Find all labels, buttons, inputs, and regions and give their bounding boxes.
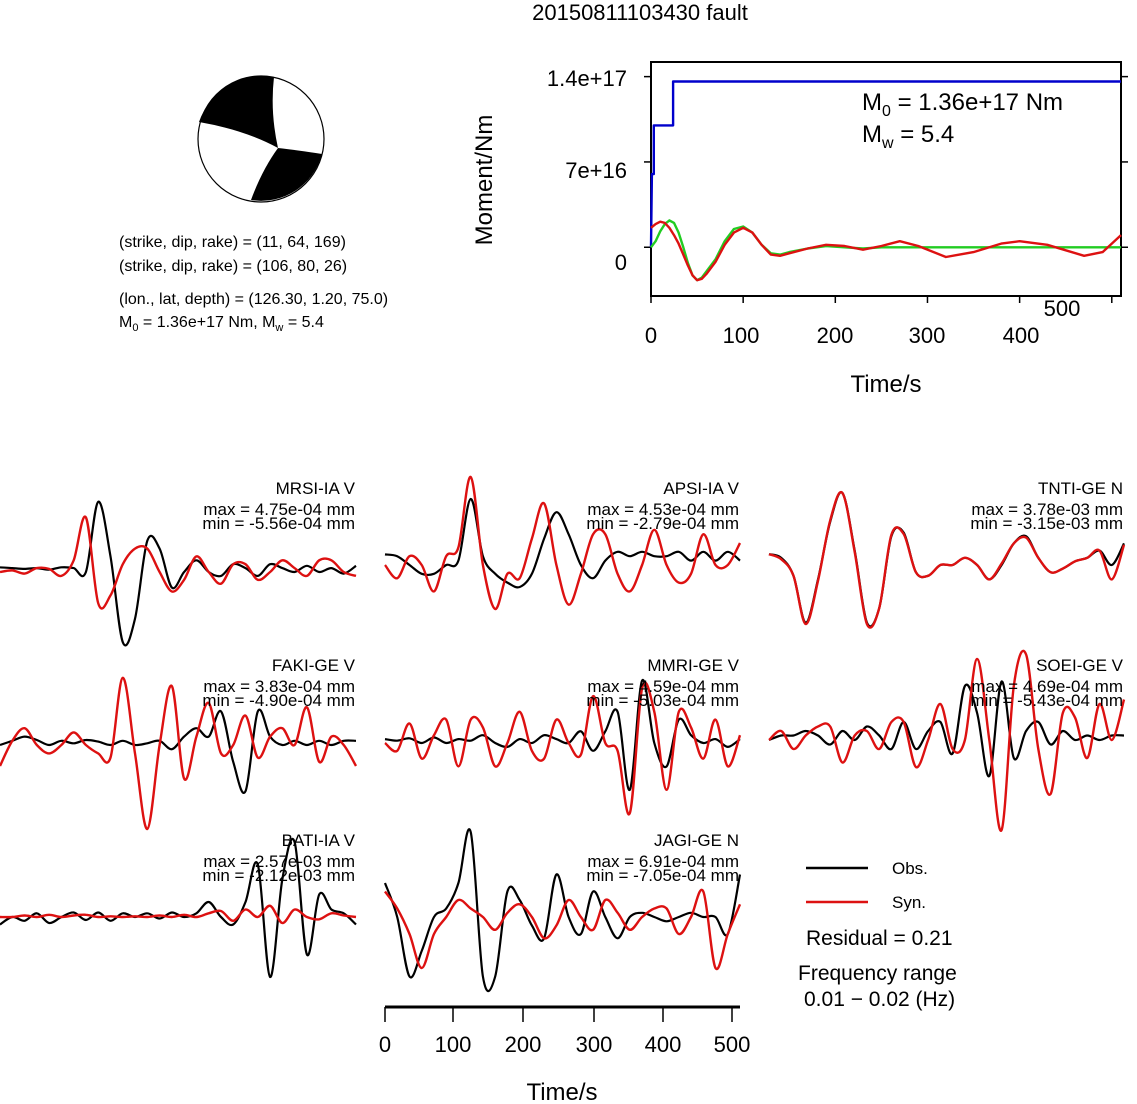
station-max: max = 2.57e-03 mm [203,852,355,871]
legend: Obs. Syn. Residual = 0.21 Frequency rang… [798,859,957,1011]
moment-xtick-400: 400 [1003,323,1040,348]
beachball-compression-quadrant-lower [251,148,322,201]
station-min: min = -7.05e-04 mm [586,866,739,885]
station-min: min = -5.43e-04 mm [970,691,1123,710]
moment-xlabel: Time/s [850,371,921,398]
waveform-xtick-500: 500 [714,1032,751,1057]
moment-ytick-0: 0 [615,250,627,275]
moment-mw-annotation: Mw = 5.4 [862,121,954,152]
moment-xtick-0: 0 [645,323,657,348]
moment-xtick-300: 300 [909,323,946,348]
waveform-xlabel: Time/s [526,1079,597,1104]
residual-label: Residual = 0.21 [806,927,953,950]
moment-series-cumulative [649,80,1121,248]
mechanism-info: (strike, dip, rake) = (11, 64, 169) (str… [119,234,388,334]
station-label: MRSI-IA V [276,479,356,498]
moment-ytick-1.4e17: 1.4e+17 [547,66,627,91]
station-max: max = 4.53e-04 mm [587,500,739,519]
synthetic-trace [768,490,1126,629]
waveform-xtick-400: 400 [645,1032,682,1057]
synthetic-trace [768,649,1126,832]
station-label: TNTI-GE N [1038,479,1123,498]
hypocenter-location: (lon., lat, depth) = (126.30, 1.20, 75.0… [119,291,388,308]
moment-xtick-100: 100 [723,323,760,348]
station-label: FAKI-GE V [272,656,356,675]
frequency-range-value: 0.01 − 0.02 (Hz) [804,988,955,1011]
synthetic-trace [384,475,742,611]
station-min: min = -2.79e-04 mm [586,514,739,533]
station-max: max = 4.75e-04 mm [203,500,355,519]
legend-syn-label: Syn. [892,893,926,912]
waveform-time-axis: 0 100 200 300 400 500 Time/s [379,1005,751,1104]
moment-magnitude-line: M0 = 1.36e+17 Nm, Mw = 5.4 [119,314,324,334]
station-max: max = 6.91e-04 mm [587,852,739,871]
synthetic-trace [0,904,357,925]
focal-mechanism-beachball [197,75,325,203]
observed-trace [383,828,742,992]
moment-xtick-500: 500 [1044,296,1081,321]
synthetic-trace [0,676,358,831]
waveform-xtick-200: 200 [505,1032,542,1057]
beachball-compression-quadrant-upper [199,75,278,148]
frequency-range-label: Frequency range [798,962,957,985]
waveform-xtick-300: 300 [576,1032,613,1057]
station-min: min = -5.56e-04 mm [202,514,355,533]
station-label: BATI-IA V [282,831,356,850]
station-min: min = -3.15e-03 mm [970,514,1123,533]
waveform-xtick-100: 100 [435,1032,472,1057]
nodal-plane-2: (strike, dip, rake) = (106, 80, 26) [119,258,347,275]
station-label: SOEI-GE V [1036,656,1124,675]
station-max: max = 3.78e-03 mm [971,500,1123,519]
legend-obs-label: Obs. [892,859,928,878]
nodal-plane-1: (strike, dip, rake) = (11, 64, 169) [119,234,346,251]
moment-series-rate-red [650,220,1122,282]
figure-title: 20150811103430 fault [532,0,748,25]
synthetic-trace [384,888,742,971]
waveform-xtick-0: 0 [379,1032,391,1057]
moment-curves [649,80,1122,282]
station-min: min = -4.90e-04 mm [202,691,355,710]
station-min: min = -5.03e-04 mm [586,691,739,710]
observed-trace [384,497,741,589]
station-label: JAGI-GE N [654,831,739,850]
moment-m0-annotation: M0 = 1.36e+17 Nm [862,89,1063,120]
observed-trace [384,679,741,791]
moment-ytick-7e16: 7e+16 [565,158,627,183]
moment-ylabel: Moment/Nm [471,115,498,246]
station-max: max = 4.69e-04 mm [971,677,1123,696]
synthetic-trace [0,515,357,610]
station-max: max = 4.59e-04 mm [587,677,739,696]
waveform-axis-ticks [384,1007,733,1022]
station-min: min = -2.12e-03 mm [202,866,355,885]
observed-trace [0,500,357,647]
station-label: APSI-IA V [663,479,739,498]
moment-xtick-200: 200 [817,323,854,348]
station-label: MMRI-GE V [647,656,739,675]
synthetic-trace [384,681,742,816]
station-max: max = 3.83e-04 mm [203,677,355,696]
observed-trace [768,680,1125,778]
moment-panel: 500 0 100 200 300 400 1.4e+17 7e+16 0 Mo… [471,61,1128,398]
